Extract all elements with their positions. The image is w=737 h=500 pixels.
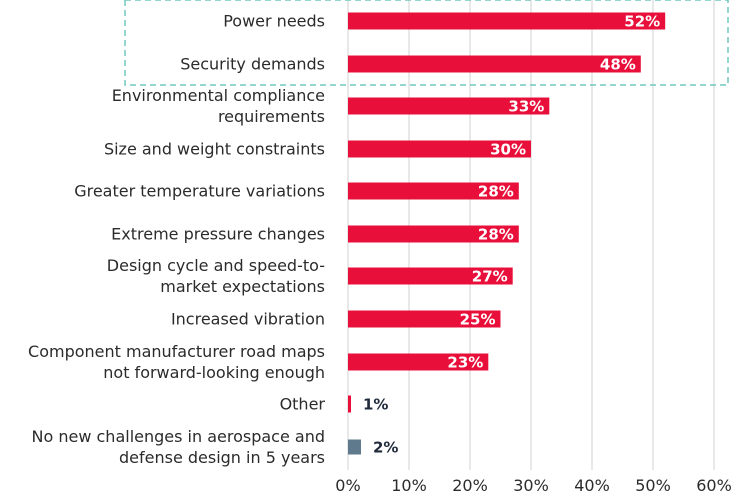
category-label: Size and weight constraints <box>104 140 325 159</box>
bar <box>348 140 531 158</box>
bar <box>348 97 550 115</box>
x-axis-tick-labels: 0% 10% 20% 30% 40% 50% 60% <box>335 476 731 495</box>
bar <box>348 225 519 243</box>
value-label: 1% <box>363 396 388 414</box>
category-label: Security demands <box>180 55 325 74</box>
category-label: No new challenges in aerospace and defens… <box>32 427 326 467</box>
value-label: 48% <box>600 56 636 74</box>
category-label: Design cycle and speed-to-market expecta… <box>107 256 325 296</box>
bar <box>348 12 666 30</box>
x-tick-label: 20% <box>452 476 488 495</box>
x-tick-label: 60% <box>696 476 732 495</box>
category-label: Component manufacturer road maps not forw… <box>28 342 325 382</box>
highlight-box <box>124 0 729 86</box>
x-tick-label: 0% <box>335 476 360 495</box>
value-label: 23% <box>447 354 483 372</box>
x-tick-label: 10% <box>391 476 427 495</box>
category-label: Power needs <box>223 12 325 31</box>
bar <box>348 395 351 413</box>
x-tick-label: 30% <box>513 476 549 495</box>
category-label: Greater temperature variations <box>74 182 325 201</box>
value-label: 2% <box>373 439 398 457</box>
bar <box>348 267 513 285</box>
bar <box>348 353 489 371</box>
x-tick-label: 50% <box>635 476 671 495</box>
bar <box>348 182 519 200</box>
value-label: 28% <box>478 183 514 201</box>
bar <box>348 55 641 73</box>
value-label: 27% <box>472 268 508 286</box>
value-labels: 52% 48% 33% 30% 28% 28% 27% 25% 23% 1% 2% <box>363 13 660 457</box>
bar <box>348 439 361 455</box>
value-label: 28% <box>478 226 514 244</box>
value-label: 33% <box>508 98 544 116</box>
value-label: 25% <box>460 311 496 329</box>
category-label: Other <box>280 395 326 414</box>
bars <box>348 12 666 455</box>
value-label: 52% <box>624 13 660 31</box>
category-labels: Power needs Security demands Environmental… <box>28 12 325 468</box>
category-label: Increased vibration <box>171 310 325 329</box>
category-label: Extreme pressure changes <box>111 225 325 244</box>
category-label: Environmental compliance requirements <box>112 86 325 126</box>
value-label: 30% <box>490 141 526 159</box>
bar <box>348 310 501 328</box>
highlight-box-layer <box>124 0 729 86</box>
x-tick-label: 40% <box>574 476 610 495</box>
